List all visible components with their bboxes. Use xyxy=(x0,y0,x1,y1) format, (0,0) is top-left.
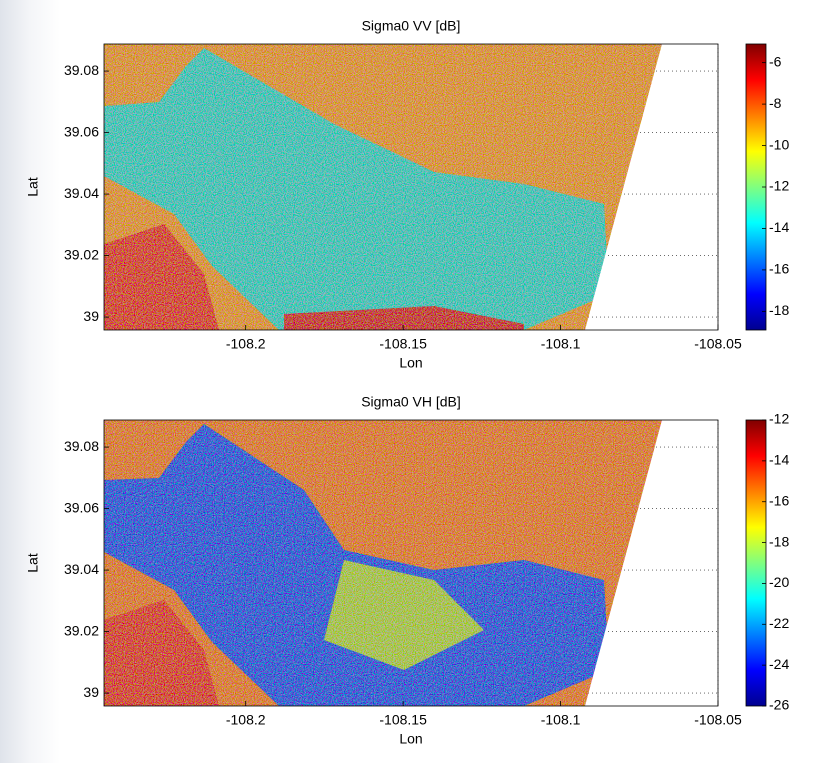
y-axis-label: Lat xyxy=(25,553,41,573)
x-tick-label: -108.1 xyxy=(541,712,581,728)
colorbar-tick-label: -14 xyxy=(769,452,789,468)
y-tick-label: 39.06 xyxy=(64,499,99,515)
image-region xyxy=(104,48,609,330)
x-tick-label: -108.05 xyxy=(694,712,742,728)
colorbar-tick-label: -12 xyxy=(769,178,789,194)
colorbar-tick-label: -10 xyxy=(769,136,789,152)
colorbar xyxy=(745,419,767,707)
colorbar-tick-label: -6 xyxy=(769,53,782,69)
x-tick-label: -108.2 xyxy=(226,336,266,352)
colorbar-tick-label: -20 xyxy=(769,574,789,590)
x-tick-label: -108.2 xyxy=(226,712,266,728)
image-region xyxy=(324,560,484,670)
sar-image xyxy=(104,44,662,330)
y-tick-label: 39.08 xyxy=(64,438,99,454)
axes-box xyxy=(103,43,719,331)
y-tick-label: 39.08 xyxy=(64,62,99,78)
y-tick-label: 39.02 xyxy=(64,246,99,262)
colorbar-tick-label: -8 xyxy=(769,95,782,111)
x-axis-label: Lon xyxy=(399,355,422,371)
colorbar-tick-label: -16 xyxy=(769,492,789,508)
image-region xyxy=(104,600,219,706)
colorbar-tick-label: -12 xyxy=(769,411,789,427)
x-tick-label: -108.15 xyxy=(379,336,427,352)
colorbar-tick-label: -18 xyxy=(769,533,789,549)
y-tick-label: 39.04 xyxy=(64,561,99,577)
y-tick-label: 39.04 xyxy=(64,185,99,201)
y-tick-label: 39 xyxy=(83,308,99,324)
colorbar-tick-label: -16 xyxy=(769,261,789,277)
x-axis-label: Lon xyxy=(399,731,422,747)
colorbar-tick-label: -14 xyxy=(769,219,789,235)
x-tick-label: -108.15 xyxy=(379,712,427,728)
x-tick-label: -108.1 xyxy=(541,336,581,352)
image-region xyxy=(284,306,524,330)
colorbar-tick-label: -18 xyxy=(769,302,789,318)
sar-image xyxy=(104,420,662,706)
x-tick-label: -108.05 xyxy=(694,336,742,352)
image-region xyxy=(104,224,219,330)
y-tick-label: 39.06 xyxy=(64,123,99,139)
y-tick-label: 39.02 xyxy=(64,622,99,638)
y-axis-label: Lat xyxy=(25,177,41,197)
colorbar-tick-label: -26 xyxy=(769,697,789,713)
chart-title: Sigma0 VH [dB] xyxy=(361,394,461,410)
chart-title: Sigma0 VV [dB] xyxy=(362,18,461,34)
y-tick-label: 39 xyxy=(83,684,99,700)
colorbar-tick-label: -22 xyxy=(769,615,789,631)
colorbar-tick-label: -24 xyxy=(769,656,789,672)
axes-box xyxy=(103,419,719,707)
